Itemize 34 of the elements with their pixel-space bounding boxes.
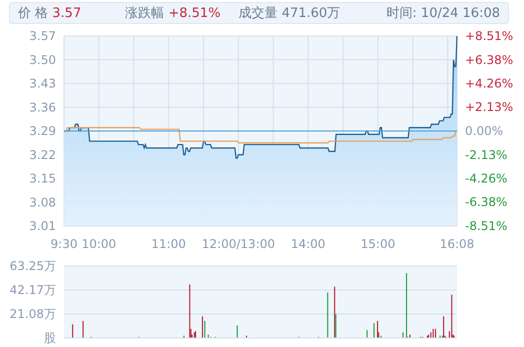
- y-tick-label: 42.17万: [10, 282, 56, 297]
- y-tick-label: 3.43: [29, 76, 56, 90]
- y2-tick-label: +8.51%: [465, 29, 514, 43]
- y-tick-label: 3.22: [29, 148, 56, 162]
- y-tick-label: 3.15: [29, 172, 56, 186]
- y-tick-label: 3.08: [29, 195, 56, 210]
- x-tick-label: 15:00: [360, 237, 396, 251]
- x-tick-label: 9:30: [50, 237, 78, 251]
- x-tick-label: 11:00: [151, 237, 186, 251]
- y-tick-label: 3.29: [29, 124, 56, 138]
- y-tick-label: 3.50: [29, 52, 56, 67]
- y-tick-label: 3.36: [29, 100, 56, 114]
- y-tick-label: 股: [44, 331, 56, 345]
- x-tick-label: 14:00: [290, 237, 326, 251]
- y2-tick-label: 0.00%: [465, 124, 504, 138]
- x-tick-label: 10:00: [82, 237, 116, 251]
- y2-tick-label: +6.38%: [465, 52, 514, 67]
- y2-tick-label: -6.38%: [465, 195, 508, 210]
- y-tick-label: 3.57: [29, 29, 56, 43]
- y-tick-label: 3.01: [29, 219, 56, 233]
- x-tick-label: 16:08: [440, 237, 474, 251]
- text: 时间: 10/24 16:08: [386, 5, 500, 22]
- text: 成交量 471.60万: [238, 5, 340, 22]
- y2-tick-label: -8.51%: [465, 219, 508, 233]
- line-series: [63, 127, 458, 144]
- y-tick-label: 63.25万: [10, 259, 56, 273]
- y2-tick-label: -2.13%: [465, 148, 508, 162]
- text: 价 格 3.57: [18, 5, 82, 22]
- y2-tick-label: -4.26%: [465, 172, 508, 186]
- text: 涨跌幅 +8.51%: [125, 5, 221, 22]
- x-tick-label: 12:00/13:00: [202, 237, 276, 251]
- y2-tick-label: +4.26%: [465, 76, 514, 90]
- y2-tick-label: +2.13%: [465, 100, 514, 114]
- y-tick-label: 21.08万: [10, 307, 56, 322]
